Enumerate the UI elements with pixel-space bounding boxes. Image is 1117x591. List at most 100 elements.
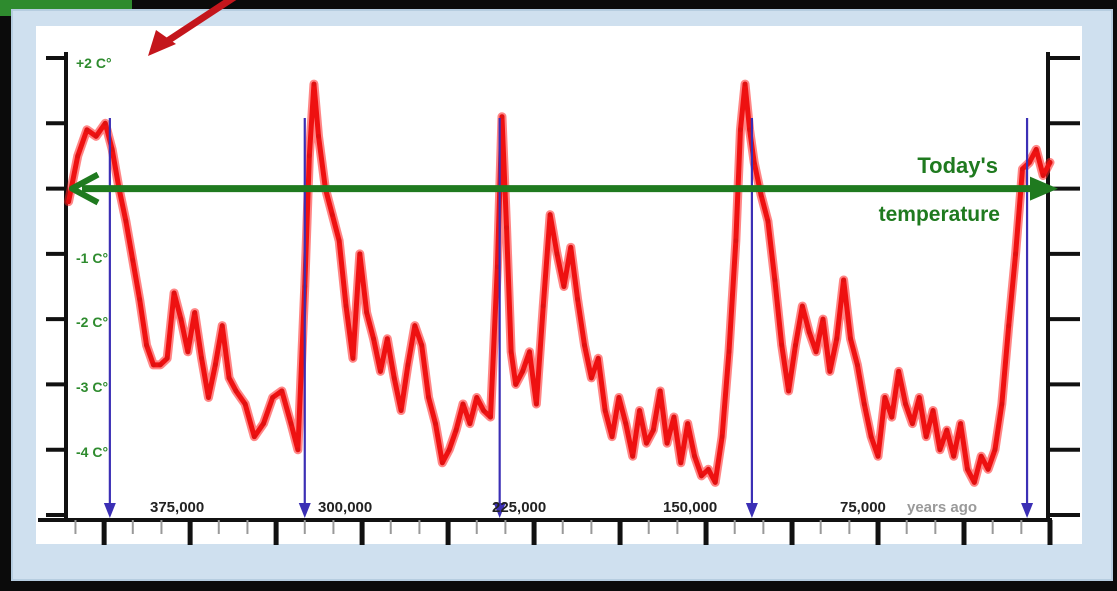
data-point: [951, 453, 957, 459]
data-point: [378, 368, 383, 374]
data-point: [513, 382, 519, 387]
reference-label-line2: temperature: [879, 203, 1000, 226]
data-point: [137, 297, 143, 302]
data-point: [944, 427, 950, 433]
data-point: [439, 460, 445, 466]
data-point: [602, 408, 608, 413]
data-point: [460, 401, 466, 407]
data-point: [508, 349, 514, 355]
data-point: [499, 114, 505, 120]
marker-arrowhead-icon: [745, 503, 758, 518]
data-point: [171, 290, 177, 296]
data-point: [488, 414, 493, 420]
data-point: [1020, 166, 1025, 172]
data-point: [433, 421, 438, 426]
data-point: [306, 153, 312, 159]
data-point: [616, 395, 622, 400]
data-point: [329, 212, 335, 218]
data-point: [575, 297, 581, 302]
data-point: [419, 342, 425, 348]
data-point: [644, 440, 649, 446]
data-point: [219, 323, 225, 329]
data-point: [588, 375, 594, 381]
data-point: [467, 421, 473, 426]
data-point: [130, 257, 136, 263]
data-point: [595, 355, 601, 361]
data-point: [910, 421, 915, 426]
y-tick-label-plus2: +2 C°: [76, 55, 112, 71]
data-point: [157, 362, 163, 368]
data-point: [178, 316, 184, 322]
data-point: [295, 447, 301, 453]
data-point: [364, 310, 370, 316]
data-point: [316, 133, 321, 139]
data-point: [692, 453, 697, 459]
data-point: [786, 388, 791, 394]
data-point: [985, 466, 991, 472]
data-point: [623, 421, 629, 426]
data-point: [226, 375, 232, 381]
marker-arrowhead-icon: [1021, 503, 1034, 518]
data-point: [453, 427, 459, 433]
data-point: [561, 284, 567, 289]
data-point: [827, 368, 833, 374]
data-point: [765, 218, 771, 224]
interglacial-markers: [103, 118, 1034, 518]
data-point: [742, 81, 748, 87]
data-point: [582, 342, 587, 348]
data-point: [650, 427, 656, 433]
data-point: [854, 362, 860, 368]
data-point: [151, 362, 156, 368]
y-tick-label-minus2: -2 C°: [76, 314, 108, 330]
data-point: [848, 336, 853, 342]
data-point: [261, 421, 266, 426]
data-point: [84, 127, 90, 133]
data-point: [793, 342, 798, 348]
data-point: [527, 349, 532, 355]
reference-label-line1: Today's: [917, 153, 998, 178]
data-point: [903, 401, 908, 407]
data-point: [965, 466, 970, 472]
reference-line-layer: [69, 171, 1058, 206]
data-point: [678, 460, 684, 466]
data-point: [384, 336, 390, 342]
data-point: [896, 368, 902, 374]
data-point: [1047, 160, 1053, 165]
data-point: [609, 434, 615, 440]
data-point: [630, 453, 636, 459]
data-point: [164, 355, 170, 361]
data-point: [350, 355, 356, 361]
data-point: [1040, 173, 1046, 178]
axes: [38, 52, 1080, 545]
data-point: [206, 395, 211, 400]
data-point: [657, 388, 663, 394]
data-point: [242, 401, 248, 407]
marker-arrowhead-icon: [298, 503, 311, 518]
data-point: [1033, 147, 1039, 152]
data-point: [799, 303, 805, 309]
data-point: [75, 153, 81, 159]
marker-arrowhead-icon: [493, 503, 506, 518]
data-point: [357, 251, 363, 257]
data-point: [391, 375, 397, 381]
data-point: [568, 244, 574, 250]
marker-arrowhead-icon: [103, 503, 116, 518]
data-point: [868, 434, 874, 440]
data-point: [992, 447, 998, 453]
data-point: [875, 453, 881, 459]
data-point: [882, 395, 888, 400]
data-point: [999, 401, 1005, 407]
data-point: [719, 434, 725, 440]
data-point: [446, 447, 452, 453]
data-point: [311, 81, 317, 87]
data-point: [192, 310, 198, 316]
reference-arrow-right-icon: [1030, 176, 1058, 201]
data-point: [699, 473, 704, 479]
data-point: [861, 401, 867, 407]
data-point: [733, 238, 739, 244]
data-point: [889, 414, 895, 420]
data-point: [144, 342, 149, 348]
data-point: [426, 395, 431, 400]
data-point: [958, 421, 963, 426]
